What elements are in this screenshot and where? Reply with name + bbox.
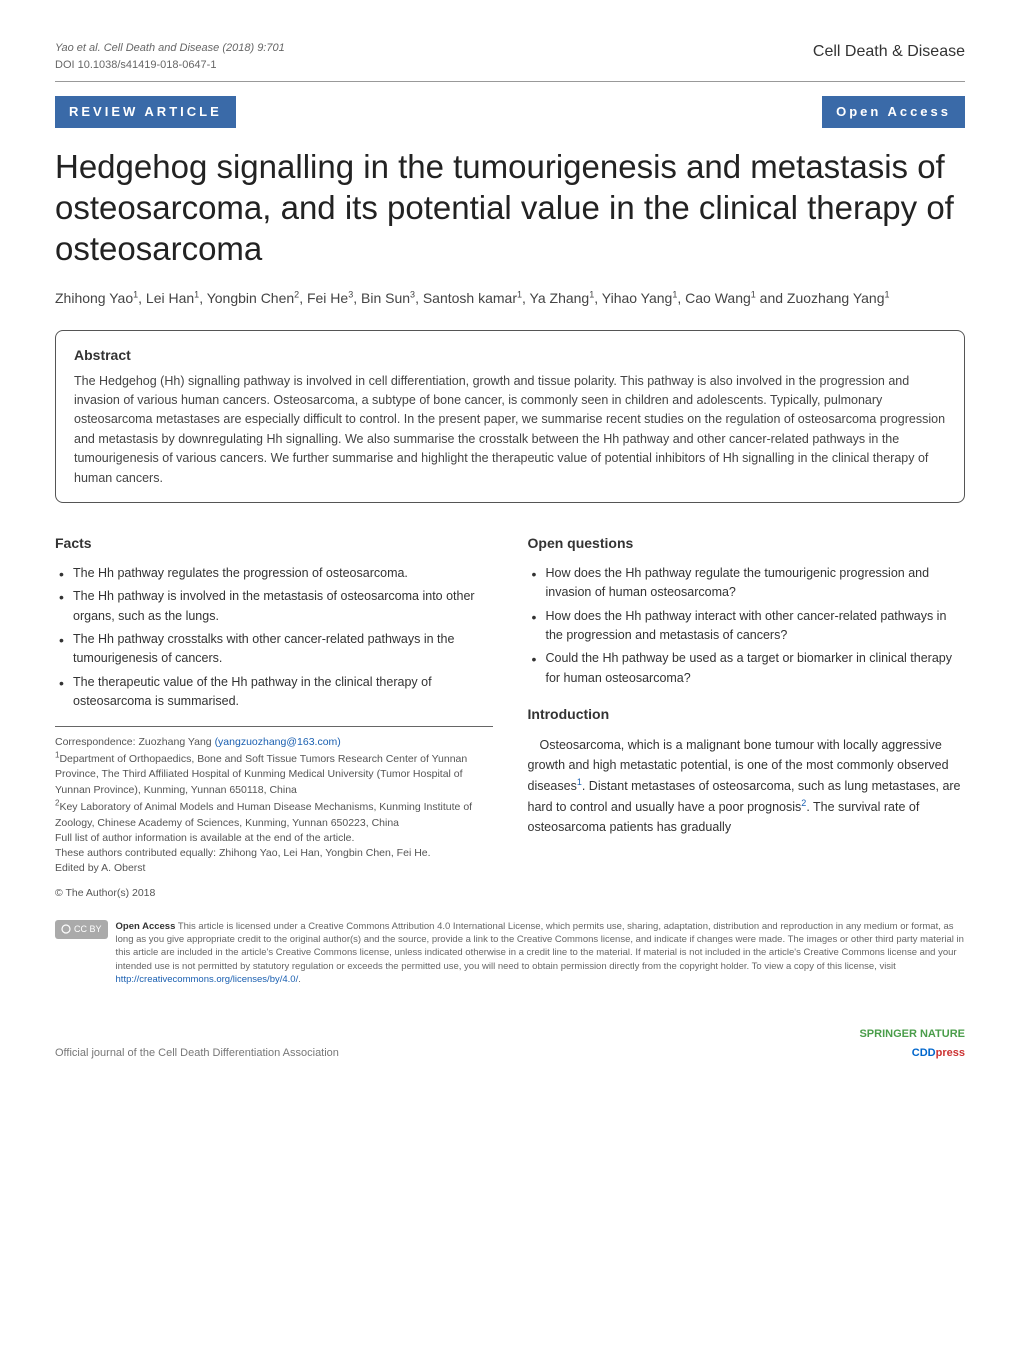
license-title: Open Access	[116, 921, 176, 932]
intro-text: Osteosarcoma, which is a malignant bone …	[528, 735, 966, 837]
open-access-badge: Open Access	[822, 96, 965, 128]
article-title: Hedgehog signalling in the tumourigenesi…	[55, 146, 965, 270]
springer-text: SPRINGER NATURE	[859, 1028, 965, 1040]
license-body: This article is licensed under a Creativ…	[116, 921, 964, 972]
license-link[interactable]: http://creativecommons.org/licenses/by/4…	[116, 974, 299, 985]
abstract-heading: Abstract	[74, 345, 946, 366]
list-item: The therapeutic value of the Hh pathway …	[55, 673, 493, 712]
correspondence-label: Correspondence: Zuozhang Yang	[55, 736, 215, 748]
journal-name: Cell Death & Disease	[813, 40, 965, 64]
intro-heading: Introduction	[528, 704, 966, 725]
edited-by-note: Edited by A. Oberst	[55, 862, 145, 874]
main-columns: Facts The Hh pathway regulates the progr…	[55, 533, 965, 877]
badge-row: REVIEW ARTICLE Open Access	[55, 96, 965, 128]
citation-text: Yao et al. Cell Death and Disease (2018)…	[55, 40, 285, 57]
list-item: The Hh pathway crosstalks with other can…	[55, 630, 493, 669]
license-text: Open Access This article is licensed und…	[116, 920, 965, 986]
affiliation-1: 1Department of Orthopaedics, Bone and So…	[55, 753, 467, 795]
equal-contribution-note: These authors contributed equally: Zhiho…	[55, 847, 431, 859]
cc-label: CC BY	[74, 923, 102, 937]
correspondence-block: Correspondence: Zuozhang Yang (yangzuozh…	[55, 735, 493, 877]
list-item: How does the Hh pathway interact with ot…	[528, 607, 966, 646]
cdd-blue: CDD	[912, 1047, 936, 1059]
affiliation-2: 2Key Laboratory of Animal Models and Hum…	[55, 801, 472, 828]
questions-heading: Open questions	[528, 533, 966, 554]
list-item: The Hh pathway is involved in the metast…	[55, 587, 493, 626]
right-column: Open questions How does the Hh pathway r…	[528, 533, 966, 877]
list-item: How does the Hh pathway regulate the tum…	[528, 564, 966, 603]
page-header: Yao et al. Cell Death and Disease (2018)…	[55, 40, 965, 82]
cdd-red: press	[936, 1047, 965, 1059]
facts-heading: Facts	[55, 533, 493, 554]
separator	[55, 726, 493, 727]
full-author-list-note: Full list of author information is avail…	[55, 832, 354, 844]
doi-text: DOI 10.1038/s41419-018-0647-1	[55, 57, 285, 74]
springer-logo: SPRINGER NATURE	[859, 1026, 965, 1043]
list-item: The Hh pathway regulates the progression…	[55, 564, 493, 583]
copyright-line: © The Author(s) 2018	[55, 886, 965, 901]
author-list: Zhihong Yao1, Lei Han1, Yongbin Chen2, F…	[55, 287, 965, 309]
footer-journal-note: Official journal of the Cell Death Diffe…	[55, 1045, 339, 1062]
page-footer: Official journal of the Cell Death Diffe…	[55, 1026, 965, 1061]
abstract-box: Abstract The Hedgehog (Hh) signalling pa…	[55, 330, 965, 503]
correspondence-email[interactable]: (yangzuozhang@163.com)	[215, 736, 341, 748]
footer-publisher: SPRINGER NATURE CDDpress	[859, 1026, 965, 1061]
abstract-text: The Hedgehog (Hh) signalling pathway is …	[74, 372, 946, 488]
cc-icon: CC BY	[55, 920, 108, 940]
left-column: Facts The Hh pathway regulates the progr…	[55, 533, 493, 877]
cdd-logo: CDDpress	[859, 1045, 965, 1062]
list-item: Could the Hh pathway be used as a target…	[528, 649, 966, 688]
questions-list: How does the Hh pathway regulate the tum…	[528, 564, 966, 688]
article-type-badge: REVIEW ARTICLE	[55, 96, 236, 128]
facts-list: The Hh pathway regulates the progression…	[55, 564, 493, 712]
header-citation-block: Yao et al. Cell Death and Disease (2018)…	[55, 40, 285, 73]
license-box: CC BY Open Access This article is licens…	[55, 920, 965, 986]
